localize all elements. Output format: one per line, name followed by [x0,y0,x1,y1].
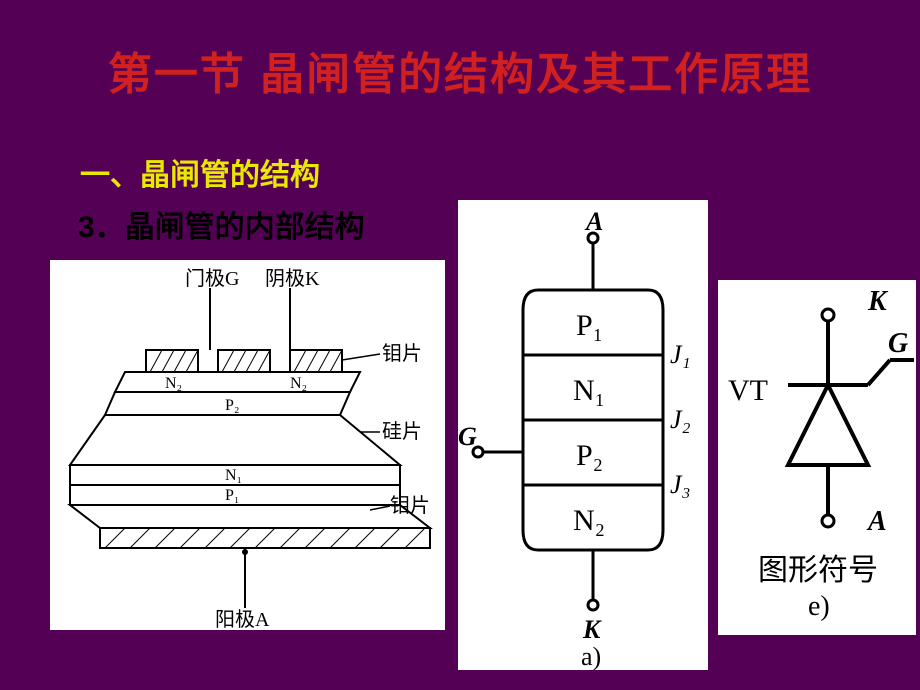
label-j3: J₃ [670,470,691,499]
layer-p2: P₂ [225,397,239,414]
label-j2: J₂ [670,405,691,434]
layer-n2a: N₂ [165,375,182,392]
caption-e: e) [808,591,830,622]
layer-p2b: P₂ [576,439,603,472]
label-gate: 门极G [185,267,239,290]
fig-symbol: K G VT A 图形符号 e) [718,280,916,635]
layer-p1: P₁ [576,309,603,342]
layer-n2b: N₂ [290,375,307,392]
layer-n1: N₁ [573,374,605,407]
label-si: 硅片 [382,420,422,443]
label-k-bot: K [582,615,602,644]
symbol-a: A [866,506,887,537]
fig-3d-structure: 门极G 阴极K 钼片 N₂ N₂ P₂ 硅片 N₁ P₁ 钼 [50,260,445,630]
symbol-vt: VT [728,374,768,407]
caption-a: a) [581,642,601,670]
label-j1: J₁ [670,340,691,369]
caption-symbol: 图形符号 [758,554,878,587]
label-anode: 阳极A [215,608,270,630]
label-mo-bot: 钼片 [390,494,430,517]
layer-n1: N₁ [225,467,242,484]
symbol-k: K [867,286,889,317]
section-heading: 一、晶闸管的结构 [80,150,320,194]
label-cathode: 阴极K [265,267,320,290]
top-pads [146,350,342,372]
layer-p1: P₁ [225,487,239,504]
layer-n2: N₂ [573,504,605,537]
symbol-g: G [888,328,908,359]
label-g: G [458,422,477,451]
label-mo-top: 钼片 [382,342,422,365]
page-title: 第一节 晶闸管的结构及其工作原理 [0,38,920,102]
fig-layer-diagram: A P₁ N₁ P₂ N₂ J₁ J₂ J₃ G K a) [458,200,708,670]
subheading: 3．晶闸管的内部结构 [78,202,365,246]
